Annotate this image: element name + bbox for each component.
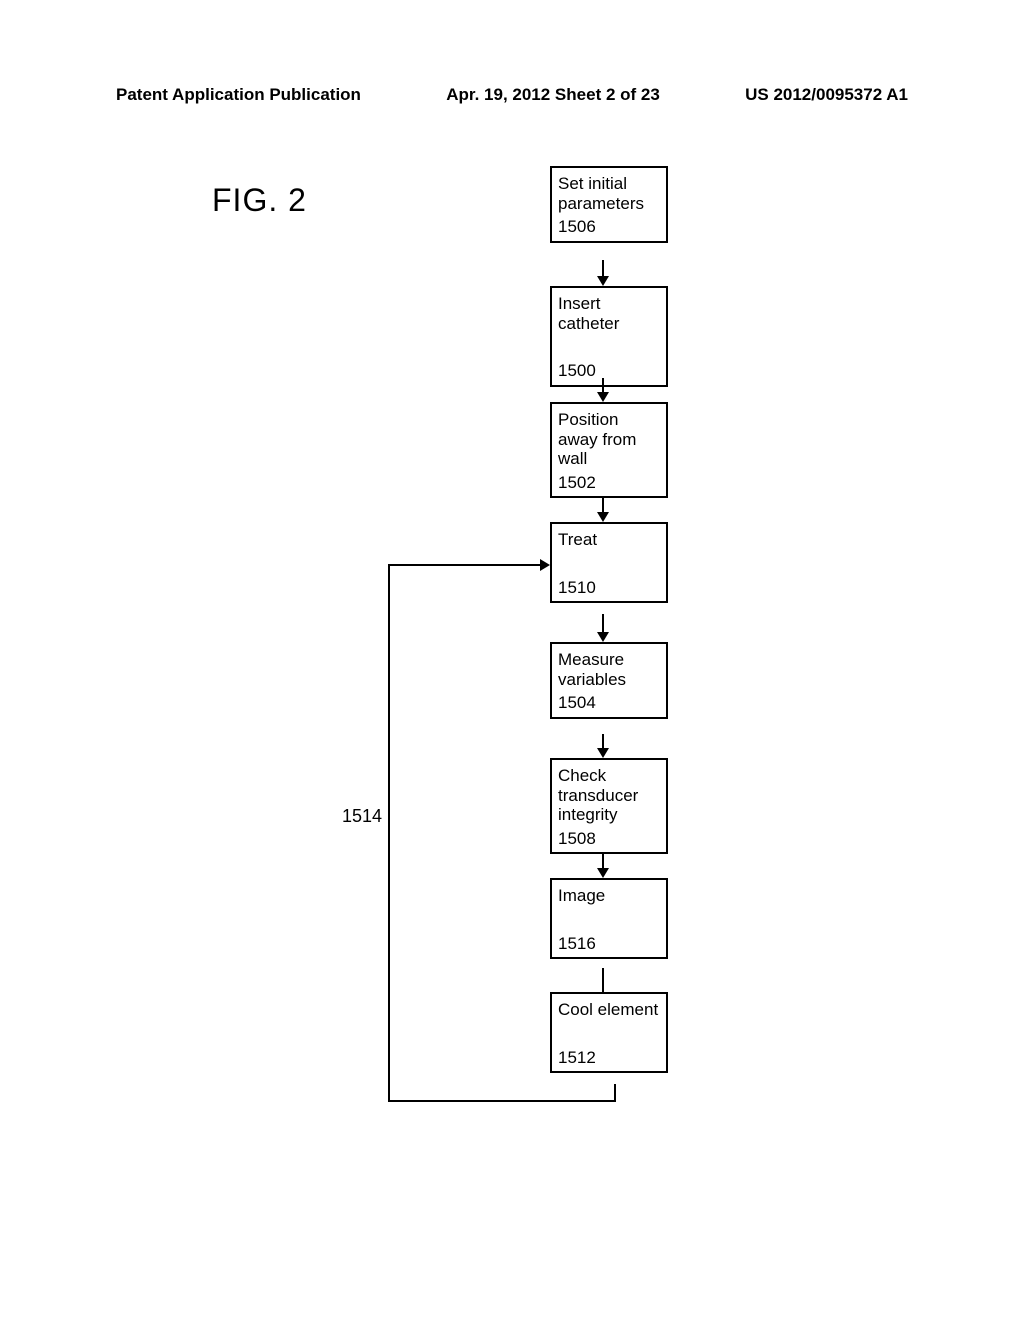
flow-arrow	[602, 852, 604, 876]
flow-node-measure: Measure variables 1504	[550, 642, 668, 719]
flow-node-ref: 1512	[558, 1048, 660, 1068]
header-center: Apr. 19, 2012 Sheet 2 of 23	[446, 85, 660, 105]
page-header: Patent Application Publication Apr. 19, …	[0, 85, 1024, 105]
flow-loop-segment	[388, 1100, 616, 1102]
flow-node-ref: 1506	[558, 217, 660, 237]
flow-node-label: Insert catheter	[558, 294, 619, 333]
flow-arrow	[602, 734, 604, 756]
flow-node-image: Image 1516	[550, 878, 668, 959]
flow-node-ref: 1500	[558, 361, 660, 381]
page: Patent Application Publication Apr. 19, …	[0, 0, 1024, 1320]
flow-node-label: Measure variables	[558, 650, 626, 689]
figure-title: FIG. 2	[212, 182, 307, 219]
flow-node-cool: Cool element 1512	[550, 992, 668, 1073]
flow-node-label: Set initial parameters	[558, 174, 644, 213]
flow-node-label: Cool element	[558, 1000, 658, 1019]
flow-loop-arrowhead	[540, 559, 550, 571]
flow-node-ref: 1510	[558, 578, 660, 598]
header-left: Patent Application Publication	[116, 85, 361, 105]
flow-node-ref: 1508	[558, 829, 660, 849]
flow-node-ref: 1516	[558, 934, 660, 954]
flow-arrow	[602, 496, 604, 520]
flow-node-treat: Treat 1510	[550, 522, 668, 603]
flow-node-set-initial: Set initial parameters 1506	[550, 166, 668, 243]
flow-arrow	[602, 614, 604, 640]
flow-connector	[602, 968, 604, 992]
flow-loop-label: 1514	[342, 806, 382, 827]
flow-node-check-integrity: Check transducer integrity 1508	[550, 758, 668, 854]
flow-node-insert-catheter: Insert catheter 1500	[550, 286, 668, 387]
flow-node-ref: 1502	[558, 473, 660, 493]
flow-arrow	[602, 260, 604, 284]
flow-node-label: Position away from wall	[558, 410, 636, 468]
header-right: US 2012/0095372 A1	[745, 85, 908, 105]
flow-loop-segment	[388, 564, 390, 1102]
flow-node-ref: 1504	[558, 693, 660, 713]
flow-node-label: Check transducer integrity	[558, 766, 638, 824]
flow-node-label: Treat	[558, 530, 597, 549]
flow-node-position: Position away from wall 1502	[550, 402, 668, 498]
flow-loop-segment	[388, 564, 542, 566]
flow-arrow	[602, 378, 604, 400]
flow-node-label: Image	[558, 886, 605, 905]
